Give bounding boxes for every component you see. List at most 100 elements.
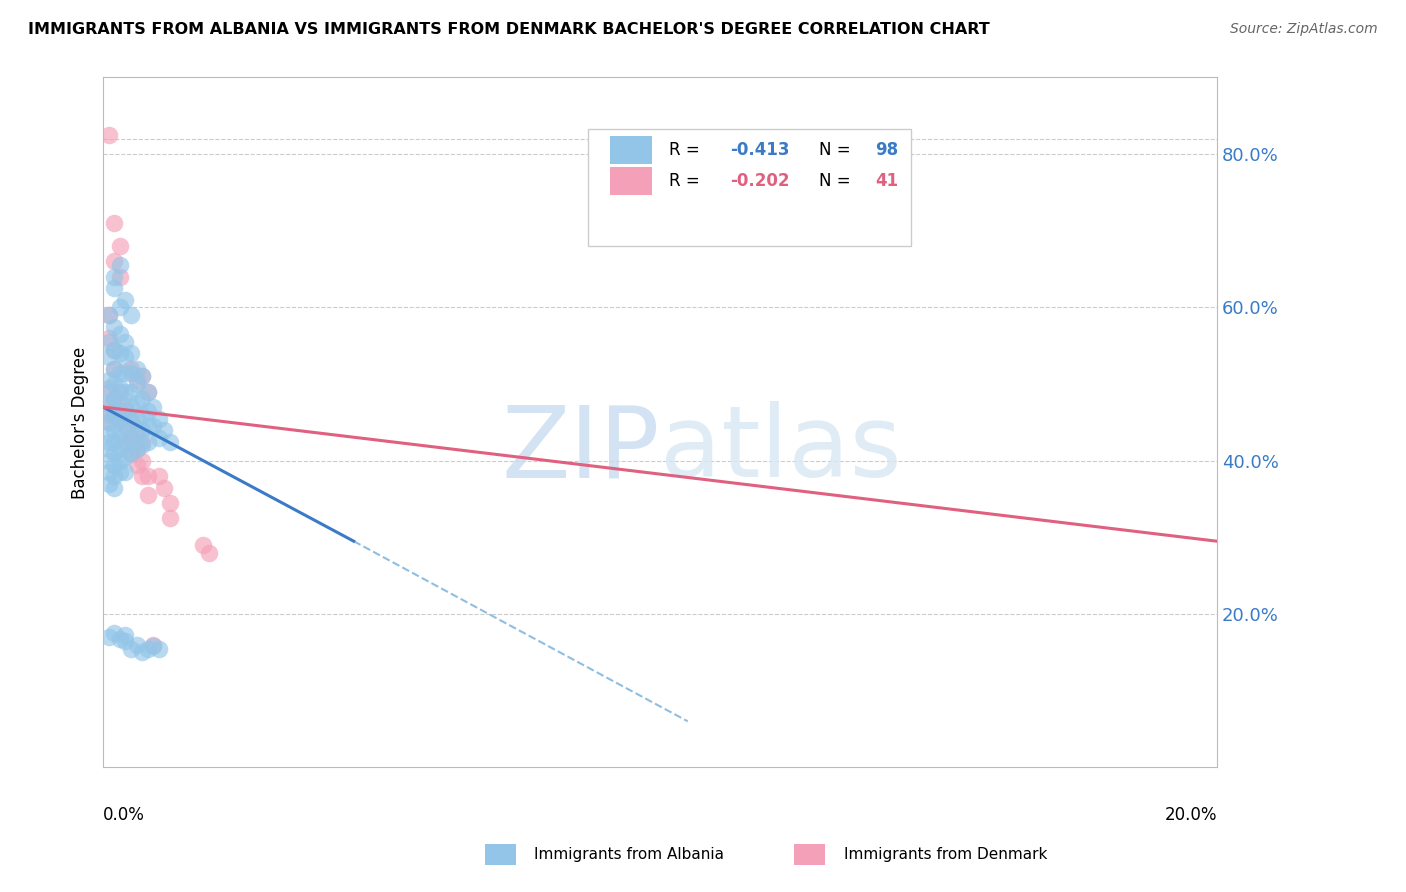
Point <box>108 346 131 360</box>
Point <box>142 419 165 434</box>
Point <box>103 481 125 495</box>
Point <box>120 361 142 376</box>
Point <box>131 469 153 483</box>
Point <box>131 392 153 407</box>
Point <box>114 334 136 349</box>
Point <box>136 434 159 449</box>
Point <box>125 442 148 457</box>
Text: IMMIGRANTS FROM ALBANIA VS IMMIGRANTS FROM DENMARK BACHELOR'S DEGREE CORRELATION: IMMIGRANTS FROM ALBANIA VS IMMIGRANTS FR… <box>28 22 990 37</box>
Point <box>131 423 153 437</box>
Point <box>120 431 142 445</box>
Point <box>120 641 142 656</box>
Point <box>148 641 170 656</box>
Point <box>136 641 159 656</box>
Point <box>114 404 136 418</box>
Point <box>103 434 125 449</box>
FancyBboxPatch shape <box>610 167 652 194</box>
Point <box>103 392 125 407</box>
Point <box>97 434 120 449</box>
Point <box>103 281 125 295</box>
Point <box>108 384 131 399</box>
Point <box>114 434 136 449</box>
Point <box>136 419 159 434</box>
Point <box>131 434 153 449</box>
Point <box>97 426 120 441</box>
Point <box>108 301 131 315</box>
Point <box>103 408 125 422</box>
Point <box>120 446 142 460</box>
Text: ZIP: ZIP <box>502 401 659 499</box>
Point <box>103 343 125 357</box>
Point <box>103 343 125 357</box>
Text: 98: 98 <box>875 141 898 159</box>
Point <box>114 419 136 434</box>
Point <box>97 381 120 395</box>
Point <box>108 381 131 395</box>
Point <box>97 334 120 349</box>
Point <box>114 628 136 642</box>
Point <box>136 469 159 483</box>
Point <box>103 377 125 392</box>
Point <box>108 366 131 380</box>
Point <box>108 411 131 425</box>
Point <box>142 400 165 414</box>
Point <box>97 350 120 364</box>
Point <box>120 416 142 430</box>
Point <box>114 633 136 648</box>
Point <box>97 416 120 430</box>
Point <box>97 416 120 430</box>
Point <box>125 377 148 392</box>
Point <box>97 408 120 422</box>
Point <box>103 458 125 472</box>
Point <box>125 361 148 376</box>
Point <box>153 481 176 495</box>
Point <box>108 269 131 284</box>
Text: R =: R = <box>669 172 704 190</box>
Point <box>108 258 131 272</box>
Point <box>103 469 125 483</box>
Point <box>131 408 153 422</box>
Point <box>159 511 181 525</box>
Point <box>125 373 148 387</box>
Point <box>97 400 120 414</box>
Point <box>136 384 159 399</box>
Point <box>193 538 215 552</box>
Point <box>142 639 165 653</box>
Point <box>97 476 120 491</box>
Point <box>108 411 131 425</box>
Point <box>125 638 148 652</box>
Text: R =: R = <box>669 141 704 159</box>
Point <box>120 431 142 445</box>
Point <box>120 346 142 360</box>
Point <box>114 419 136 434</box>
Point <box>108 426 131 441</box>
Point <box>97 453 120 467</box>
Point <box>114 400 136 414</box>
Text: N =: N = <box>820 172 856 190</box>
FancyBboxPatch shape <box>588 129 911 246</box>
Point <box>114 434 136 449</box>
Point <box>108 453 131 467</box>
Point <box>198 546 221 560</box>
Point <box>97 128 120 142</box>
Point <box>120 384 142 399</box>
Point <box>159 496 181 510</box>
Point <box>131 453 153 467</box>
Text: -0.202: -0.202 <box>730 172 790 190</box>
Point <box>125 423 148 437</box>
Text: 0.0%: 0.0% <box>103 805 145 823</box>
Point <box>125 426 148 441</box>
Point <box>103 392 125 407</box>
Point <box>125 396 148 410</box>
Text: atlas: atlas <box>659 401 901 499</box>
Point <box>97 373 120 387</box>
Point <box>103 446 125 460</box>
Point <box>114 350 136 364</box>
Point <box>114 293 136 307</box>
Point <box>108 442 131 457</box>
Text: 20.0%: 20.0% <box>1164 805 1216 823</box>
Point <box>97 442 120 457</box>
Y-axis label: Bachelor's Degree: Bachelor's Degree <box>72 346 89 499</box>
Point <box>97 308 120 322</box>
Point <box>97 396 120 410</box>
